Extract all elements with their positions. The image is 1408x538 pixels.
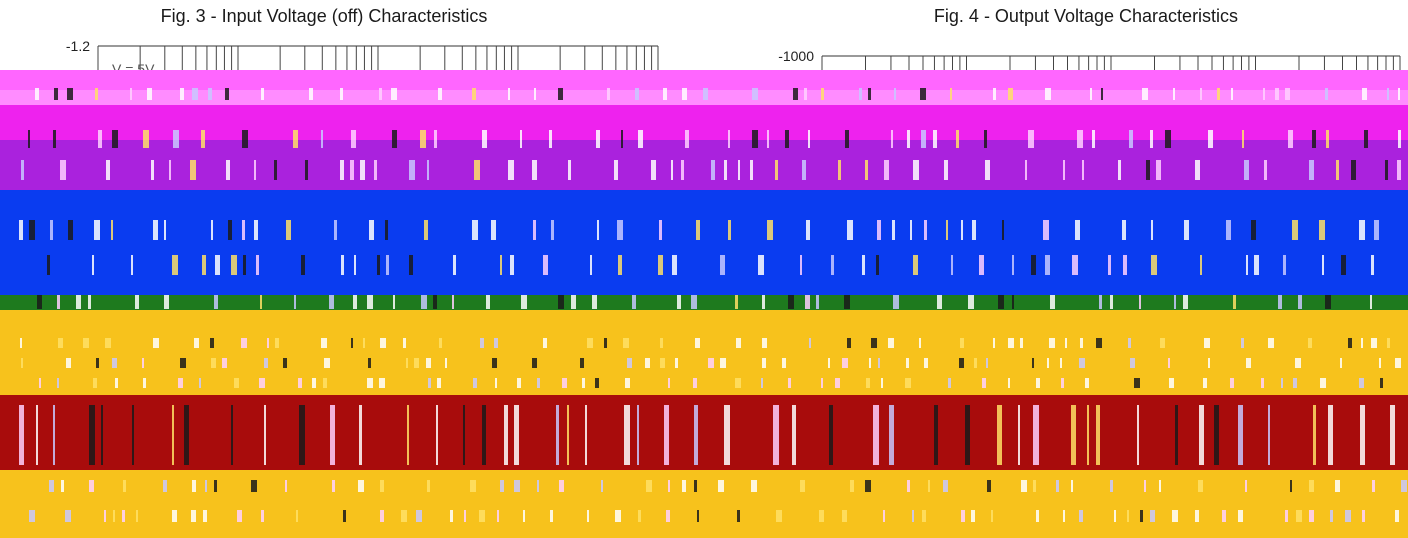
- figure-4: Fig. 4 - Output Voltage Characteristics …: [704, 0, 1408, 538]
- figure-4-plot-frame: -1000: [778, 48, 1401, 80]
- figure-3-gridlines: [97, 46, 659, 80]
- figure-4-gridlines: [821, 56, 1401, 80]
- figure-4-y-tick-top: -1000: [778, 48, 814, 64]
- figure-3-annotation: V = 5V: [112, 61, 155, 77]
- figure-3-y-tick-top: -1.2: [66, 38, 90, 54]
- figure-4-title: Fig. 4 - Output Voltage Characteristics: [933, 6, 1239, 26]
- figure-3-plot-frame: -1.2 V = 5V: [66, 38, 659, 80]
- figure-3: Fig. 3 - Input Voltage (off) Characteris…: [66, 6, 659, 80]
- figure-3-title: Fig. 3 - Input Voltage (off) Characteris…: [160, 6, 488, 26]
